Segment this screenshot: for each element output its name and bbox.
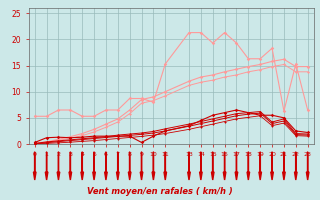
Text: Vent moyen/en rafales ( km/h ): Vent moyen/en rafales ( km/h ): [87, 187, 233, 196]
